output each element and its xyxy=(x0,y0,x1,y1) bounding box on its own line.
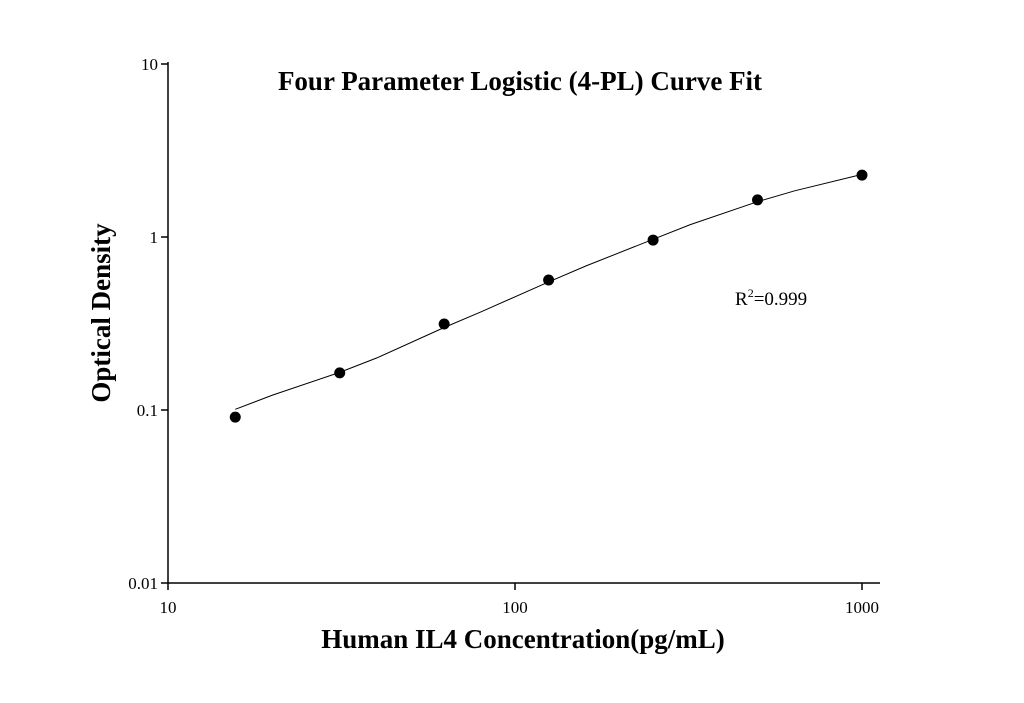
chart-title: Four Parameter Logistic (4-PL) Curve Fit xyxy=(278,66,762,96)
annotation-part: =0.999 xyxy=(754,289,807,310)
data-point xyxy=(856,169,868,181)
y-tick-label: 10 xyxy=(141,55,158,74)
data-point xyxy=(752,194,764,206)
x-tick-label: 1000 xyxy=(845,598,879,617)
y-tick-label: 0.1 xyxy=(137,401,158,420)
annotation-sup: 2 xyxy=(748,286,754,300)
data-point xyxy=(334,367,346,379)
data-point xyxy=(647,234,659,246)
y-tick-label: 1 xyxy=(150,228,159,247)
x-axis-label: Human IL4 Concentration(pg/mL) xyxy=(321,624,725,654)
x-tick-label: 100 xyxy=(502,598,528,617)
data-point xyxy=(438,318,450,330)
data-point xyxy=(543,274,555,286)
annotation: R2=0.999 xyxy=(735,286,807,310)
y-axis-label: Optical Density xyxy=(86,223,116,403)
x-tick-label: 10 xyxy=(160,598,177,617)
annotation-part: R xyxy=(735,289,748,310)
data-point xyxy=(229,411,241,423)
y-tick-label: 0.01 xyxy=(128,574,158,593)
